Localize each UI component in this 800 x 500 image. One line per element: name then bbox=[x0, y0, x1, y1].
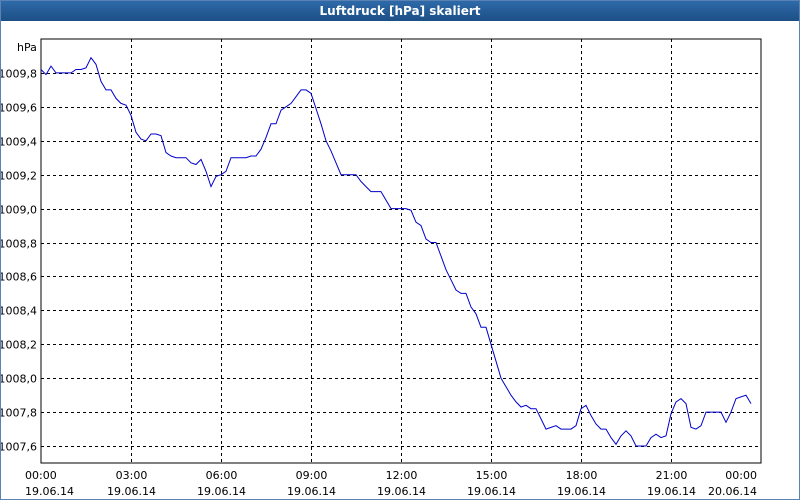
x-tick-date: 19.06.14 bbox=[287, 485, 336, 498]
x-tick-date: 19.06.14 bbox=[25, 485, 74, 498]
x-tick-date: 19.06.14 bbox=[377, 485, 426, 498]
y-tick-label: 1009,0 bbox=[1, 204, 37, 217]
y-tick-label: 1008,0 bbox=[1, 373, 37, 386]
x-tick-date: 19.06.14 bbox=[647, 485, 696, 498]
x-tick-date: 19.06.14 bbox=[557, 485, 606, 498]
y-tick-label: 1007,8 bbox=[1, 407, 37, 420]
x-tick-date: 20.06.14 bbox=[708, 485, 757, 498]
y-tick-label: 1007,6 bbox=[1, 441, 37, 454]
x-tick-time: 21:00 bbox=[656, 469, 688, 482]
x-tick-date: 19.06.14 bbox=[107, 485, 156, 498]
x-tick-date: 19.06.14 bbox=[197, 485, 246, 498]
x-tick-date: 19.06.14 bbox=[467, 485, 516, 498]
x-tick-time: 06:00 bbox=[206, 469, 238, 482]
plot-area-frame bbox=[40, 38, 762, 464]
y-tick-label: 1008,2 bbox=[1, 339, 37, 352]
window-title: Luftdruck [hPa] skaliert bbox=[1, 1, 799, 21]
y-axis-label: hPa bbox=[17, 41, 37, 54]
x-tick-time: 00:00 bbox=[725, 469, 757, 482]
x-tick-time: 00:00 bbox=[25, 469, 57, 482]
y-tick-label: 1009,6 bbox=[1, 102, 37, 115]
y-axis: 1007,6 1007,8 1008,0 1008,2 1008,4 1008,6 1008… bbox=[1, 68, 37, 454]
x-tick-time: 03:00 bbox=[116, 469, 148, 482]
x-tick-time: 12:00 bbox=[386, 469, 418, 482]
grid-lines bbox=[41, 39, 761, 463]
y-tick-label: 1009,8 bbox=[1, 68, 37, 81]
y-tick-label: 1009,2 bbox=[1, 170, 37, 183]
y-tick-label: 1008,6 bbox=[1, 271, 37, 284]
y-tick-label: 1008,8 bbox=[1, 238, 37, 251]
y-tick-label: 1009,4 bbox=[1, 136, 37, 149]
x-tick-time: 15:00 bbox=[476, 469, 508, 482]
x-axis: 00:00 19.06.14 03:00 19.06.14 06:00 19.06.14 0… bbox=[25, 469, 757, 498]
x-tick-time: 18:00 bbox=[566, 469, 598, 482]
x-tick-time: 09:00 bbox=[296, 469, 328, 482]
y-tick-label: 1008,4 bbox=[1, 305, 37, 318]
pressure-series-line bbox=[40, 56, 752, 447]
